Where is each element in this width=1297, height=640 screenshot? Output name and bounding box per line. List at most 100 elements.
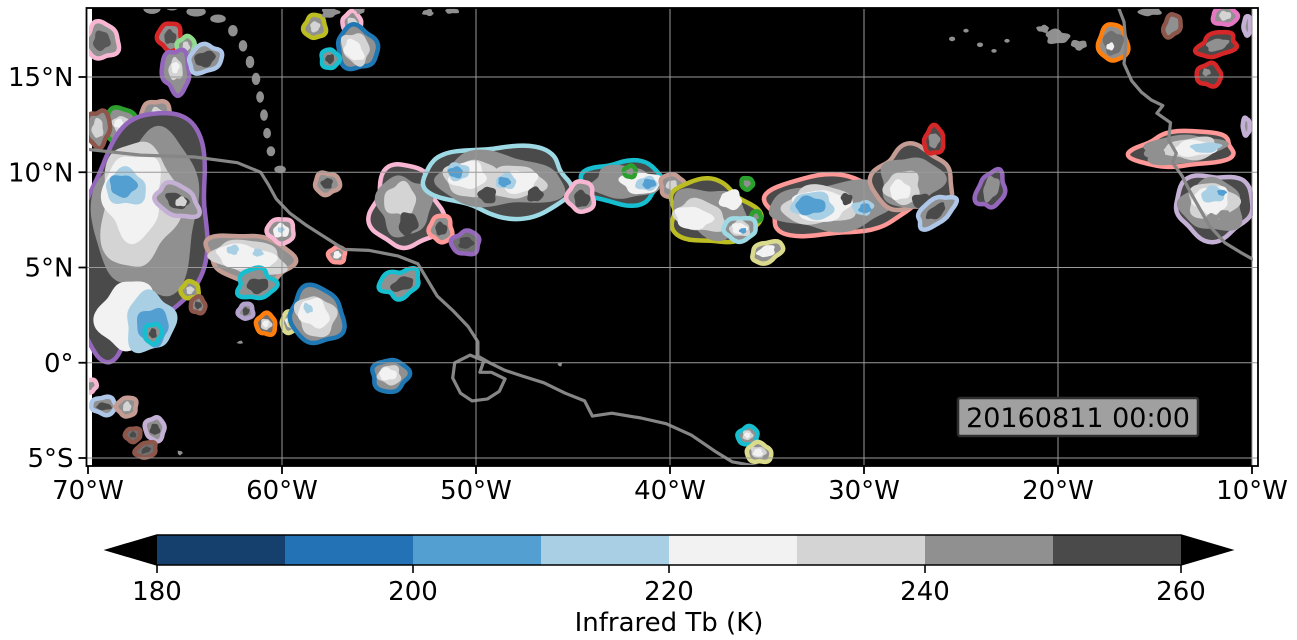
island <box>991 49 997 53</box>
coastline-south-america <box>89 147 764 466</box>
cluster-core <box>752 448 764 457</box>
coastline-amazon-delta <box>451 353 507 403</box>
island <box>266 146 276 157</box>
cluster-core <box>642 178 657 189</box>
cluster-core <box>129 431 137 438</box>
cluster-core <box>148 328 157 339</box>
cluster-band-salmon-small <box>426 213 455 245</box>
colorbar-tick-label: 180 <box>132 577 182 607</box>
cluster-core <box>840 192 853 206</box>
cluster-bl-rosybrown <box>113 395 139 419</box>
colorbar-cell <box>413 535 542 565</box>
cluster-core <box>674 206 715 230</box>
gray-cloud-patch <box>353 8 366 15</box>
cluster-nw-brown <box>89 108 113 151</box>
gray-cloud-patch <box>422 8 434 17</box>
cluster-bl-brown-2 <box>132 439 158 461</box>
y-tick-label: 5°S <box>27 444 73 474</box>
plot-frame <box>85 7 1259 467</box>
cluster-bl-pink-edge <box>89 377 100 395</box>
cluster-edge-plum-dash-1 <box>1241 13 1253 38</box>
gray-cloud-patch <box>1137 8 1162 17</box>
cluster-paleyellow-ellipse <box>750 238 786 266</box>
cluster-core <box>795 195 826 216</box>
x-tick-label: 50°W <box>440 476 512 506</box>
island <box>274 165 286 174</box>
island <box>976 42 984 48</box>
colorbar-over-arrow <box>1181 535 1232 565</box>
cluster-core <box>498 176 512 188</box>
cluster-contour <box>1241 13 1253 38</box>
cluster-bl-plum <box>142 415 167 444</box>
colorbar-under-arrow <box>106 535 157 565</box>
island <box>949 36 956 42</box>
island <box>251 72 261 85</box>
cluster-core <box>1216 210 1232 222</box>
cluster-core <box>718 189 743 211</box>
cluster-core <box>743 432 750 439</box>
island <box>210 14 226 23</box>
cluster-inner-plum-contour <box>152 179 202 220</box>
cluster-tr-orange <box>1095 22 1131 63</box>
x-tick-label: 30°W <box>828 476 900 506</box>
cluster-tl-yellow <box>300 12 329 41</box>
cluster-edge-plum-dash-2 <box>1240 115 1252 138</box>
cluster-core <box>325 54 334 65</box>
cluster-contour <box>89 377 100 395</box>
cluster-core <box>123 401 132 412</box>
x-tick-label: 40°W <box>634 476 706 506</box>
y-tick-label: 15°N <box>8 63 74 93</box>
cluster-core <box>477 186 497 204</box>
cluster-tl-steelblue <box>186 41 225 76</box>
cluster-core <box>458 236 475 249</box>
cluster-core <box>1217 189 1228 196</box>
cluster-core <box>141 446 152 454</box>
cluster-purple-streak <box>972 166 1008 210</box>
cluster-core <box>1201 185 1225 203</box>
cluster-contour <box>1160 12 1183 40</box>
cluster-core <box>1143 142 1166 160</box>
cluster-tr-red-circle <box>1194 60 1224 89</box>
cluster-rosybrown-big <box>867 141 955 213</box>
cluster-teal-irregular <box>234 265 280 301</box>
cluster-core <box>343 38 365 61</box>
cluster-core <box>242 307 250 316</box>
y-tick-label: 0° <box>44 349 74 379</box>
cluster-core <box>1202 68 1211 77</box>
cluster-small-lavender <box>235 301 256 321</box>
colorbar-tick-label: 220 <box>644 577 694 607</box>
cluster-core <box>333 250 342 259</box>
colorbar-cell <box>157 535 286 565</box>
cluster-contour <box>1194 60 1224 89</box>
colorbar-tick-label: 260 <box>1156 577 1206 607</box>
cluster-small-orange <box>253 310 278 338</box>
coastline-west-africa <box>1116 8 1253 262</box>
cluster-core <box>858 203 872 214</box>
axes-frame-layer: 70°W 60°W 50°W 40°W 30°W 20°W 10°W 15°N 10°N 5°N 0… <box>8 7 1288 506</box>
cluster-band-pink-left <box>366 162 448 251</box>
colorbar-cell <box>1053 535 1182 565</box>
cluster-green-dot-2 <box>739 175 756 192</box>
gray-cloud-patch <box>177 450 183 456</box>
cluster-core <box>226 244 239 255</box>
cluster-core <box>379 367 397 381</box>
cluster-band-pink-circle <box>563 179 597 214</box>
cluster-core <box>755 245 775 258</box>
colorbar-cell <box>925 535 1054 565</box>
cluster-red-small <box>921 122 946 156</box>
cluster-core <box>164 29 177 44</box>
cluster-bl-lightblue <box>89 394 119 418</box>
cluster-core <box>96 402 113 411</box>
cluster-core <box>983 175 1000 203</box>
cluster-core <box>194 301 202 310</box>
timestamp-label: 20160811 00:00 <box>966 403 1190 434</box>
island <box>186 8 206 17</box>
cluster-core <box>1106 42 1115 51</box>
x-tick-label: 20°W <box>1022 476 1094 506</box>
cluster-core <box>246 278 269 295</box>
cluster-rosybrown-band <box>203 233 299 287</box>
cluster-core <box>320 178 333 189</box>
cluster-darkblue-cluster <box>287 282 347 346</box>
colorbar-tick-label: 240 <box>900 577 950 607</box>
colorbar-tick-label: 200 <box>388 577 438 607</box>
